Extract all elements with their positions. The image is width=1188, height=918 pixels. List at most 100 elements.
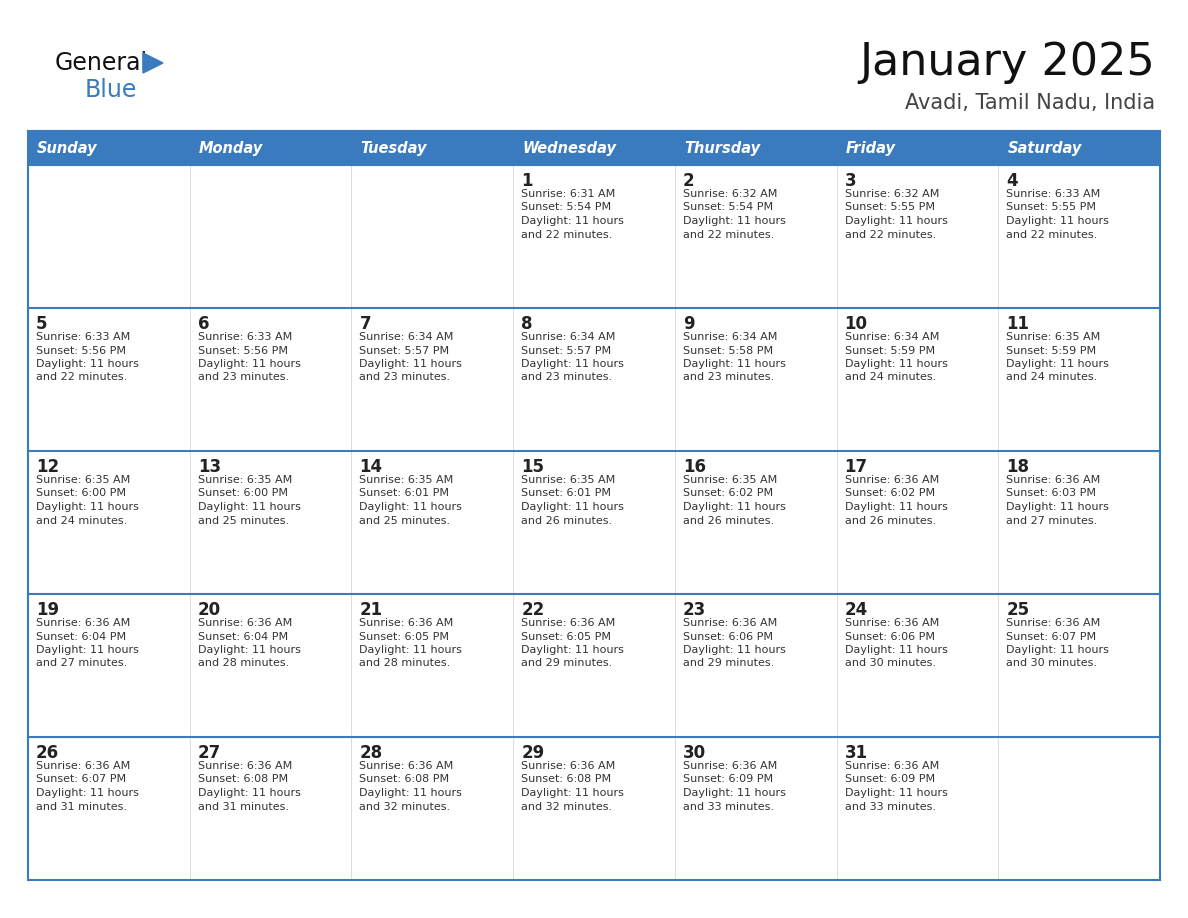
Text: Sunset: 6:02 PM: Sunset: 6:02 PM: [845, 488, 935, 498]
Bar: [998, 165, 1159, 308]
Text: and 23 minutes.: and 23 minutes.: [683, 373, 775, 383]
Text: Sunrise: 6:36 AM: Sunrise: 6:36 AM: [845, 475, 939, 485]
Text: Sunset: 6:08 PM: Sunset: 6:08 PM: [197, 775, 287, 785]
Text: and 32 minutes.: and 32 minutes.: [522, 801, 612, 812]
Text: and 24 minutes.: and 24 minutes.: [36, 516, 127, 525]
Text: Sunset: 6:09 PM: Sunset: 6:09 PM: [845, 775, 935, 785]
Text: and 30 minutes.: and 30 minutes.: [845, 658, 936, 668]
Bar: [675, 165, 836, 308]
Text: Sunrise: 6:35 AM: Sunrise: 6:35 AM: [36, 475, 131, 485]
Text: Sunrise: 6:33 AM: Sunrise: 6:33 AM: [197, 332, 292, 342]
Bar: [513, 131, 675, 165]
Text: and 32 minutes.: and 32 minutes.: [360, 801, 450, 812]
Text: Daylight: 11 hours: Daylight: 11 hours: [36, 359, 139, 369]
Text: Daylight: 11 hours: Daylight: 11 hours: [522, 359, 624, 369]
Text: Sunrise: 6:32 AM: Sunrise: 6:32 AM: [683, 189, 777, 199]
Text: Sunset: 6:05 PM: Sunset: 6:05 PM: [522, 632, 611, 642]
Text: and 23 minutes.: and 23 minutes.: [360, 373, 450, 383]
Text: and 26 minutes.: and 26 minutes.: [683, 516, 775, 525]
Text: and 25 minutes.: and 25 minutes.: [197, 516, 289, 525]
Text: Sunset: 5:56 PM: Sunset: 5:56 PM: [197, 345, 287, 355]
Text: Wednesday: Wednesday: [523, 140, 617, 155]
Text: Sunset: 6:00 PM: Sunset: 6:00 PM: [36, 488, 126, 498]
Text: Sunrise: 6:34 AM: Sunrise: 6:34 AM: [845, 332, 939, 342]
Text: and 22 minutes.: and 22 minutes.: [36, 373, 127, 383]
Text: Sunset: 6:06 PM: Sunset: 6:06 PM: [845, 632, 935, 642]
Text: Daylight: 11 hours: Daylight: 11 hours: [197, 788, 301, 798]
Text: Sunset: 6:00 PM: Sunset: 6:00 PM: [197, 488, 287, 498]
Text: Daylight: 11 hours: Daylight: 11 hours: [683, 645, 785, 655]
Text: Sunset: 6:05 PM: Sunset: 6:05 PM: [360, 632, 449, 642]
Text: Sunrise: 6:36 AM: Sunrise: 6:36 AM: [197, 761, 292, 771]
Text: 16: 16: [683, 458, 706, 476]
Bar: [998, 451, 1159, 594]
Bar: [675, 594, 836, 737]
Text: Sunrise: 6:36 AM: Sunrise: 6:36 AM: [1006, 475, 1100, 485]
Bar: [190, 594, 352, 737]
Text: and 26 minutes.: and 26 minutes.: [522, 516, 612, 525]
Text: Sunset: 6:07 PM: Sunset: 6:07 PM: [36, 775, 126, 785]
Text: 14: 14: [360, 458, 383, 476]
Text: Daylight: 11 hours: Daylight: 11 hours: [522, 645, 624, 655]
Text: 12: 12: [36, 458, 59, 476]
Text: Daylight: 11 hours: Daylight: 11 hours: [683, 359, 785, 369]
Text: Sunrise: 6:36 AM: Sunrise: 6:36 AM: [683, 761, 777, 771]
Text: 15: 15: [522, 458, 544, 476]
Text: Sunrise: 6:36 AM: Sunrise: 6:36 AM: [197, 618, 292, 628]
Text: Sunset: 6:01 PM: Sunset: 6:01 PM: [360, 488, 449, 498]
Text: and 33 minutes.: and 33 minutes.: [683, 801, 773, 812]
Text: Thursday: Thursday: [684, 140, 760, 155]
Text: Sunset: 6:07 PM: Sunset: 6:07 PM: [1006, 632, 1097, 642]
Text: Sunrise: 6:35 AM: Sunrise: 6:35 AM: [683, 475, 777, 485]
Text: and 22 minutes.: and 22 minutes.: [522, 230, 612, 240]
Text: Sunset: 6:04 PM: Sunset: 6:04 PM: [197, 632, 287, 642]
Text: General: General: [55, 51, 148, 75]
Text: Daylight: 11 hours: Daylight: 11 hours: [197, 645, 301, 655]
Text: Avadi, Tamil Nadu, India: Avadi, Tamil Nadu, India: [905, 93, 1155, 113]
Text: Sunrise: 6:34 AM: Sunrise: 6:34 AM: [683, 332, 777, 342]
Text: Sunrise: 6:36 AM: Sunrise: 6:36 AM: [36, 618, 131, 628]
Text: 4: 4: [1006, 172, 1018, 190]
Text: 25: 25: [1006, 601, 1030, 619]
Text: Daylight: 11 hours: Daylight: 11 hours: [197, 359, 301, 369]
Text: Daylight: 11 hours: Daylight: 11 hours: [522, 788, 624, 798]
Text: 7: 7: [360, 315, 371, 333]
Text: and 27 minutes.: and 27 minutes.: [36, 658, 127, 668]
Text: 27: 27: [197, 744, 221, 762]
Text: Sunrise: 6:36 AM: Sunrise: 6:36 AM: [522, 618, 615, 628]
Bar: [998, 594, 1159, 737]
Text: and 31 minutes.: and 31 minutes.: [36, 801, 127, 812]
Text: Daylight: 11 hours: Daylight: 11 hours: [1006, 216, 1110, 226]
Text: Sunset: 5:59 PM: Sunset: 5:59 PM: [845, 345, 935, 355]
Bar: [352, 308, 513, 451]
Text: 5: 5: [36, 315, 48, 333]
Text: Daylight: 11 hours: Daylight: 11 hours: [360, 645, 462, 655]
Text: 9: 9: [683, 315, 695, 333]
Text: Sunset: 5:59 PM: Sunset: 5:59 PM: [1006, 345, 1097, 355]
Text: Monday: Monday: [198, 140, 263, 155]
Text: Daylight: 11 hours: Daylight: 11 hours: [360, 502, 462, 512]
Text: and 22 minutes.: and 22 minutes.: [1006, 230, 1098, 240]
Text: Saturday: Saturday: [1007, 140, 1081, 155]
Text: Sunrise: 6:33 AM: Sunrise: 6:33 AM: [1006, 189, 1100, 199]
Text: Sunrise: 6:34 AM: Sunrise: 6:34 AM: [360, 332, 454, 342]
Text: and 29 minutes.: and 29 minutes.: [683, 658, 775, 668]
Text: Sunrise: 6:36 AM: Sunrise: 6:36 AM: [360, 618, 454, 628]
Text: and 23 minutes.: and 23 minutes.: [522, 373, 612, 383]
Text: Daylight: 11 hours: Daylight: 11 hours: [845, 788, 948, 798]
Text: Daylight: 11 hours: Daylight: 11 hours: [36, 788, 139, 798]
Text: Sunset: 5:57 PM: Sunset: 5:57 PM: [522, 345, 612, 355]
Bar: [29, 594, 190, 737]
Text: Blue: Blue: [86, 78, 138, 102]
Text: Sunrise: 6:35 AM: Sunrise: 6:35 AM: [522, 475, 615, 485]
Bar: [29, 131, 190, 165]
Text: Sunrise: 6:36 AM: Sunrise: 6:36 AM: [845, 618, 939, 628]
Text: 21: 21: [360, 601, 383, 619]
Bar: [190, 165, 352, 308]
Text: and 23 minutes.: and 23 minutes.: [197, 373, 289, 383]
Text: Sunrise: 6:35 AM: Sunrise: 6:35 AM: [197, 475, 292, 485]
Bar: [190, 308, 352, 451]
Text: Sunset: 5:54 PM: Sunset: 5:54 PM: [522, 203, 612, 212]
Bar: [29, 737, 190, 880]
Text: Sunday: Sunday: [37, 140, 97, 155]
